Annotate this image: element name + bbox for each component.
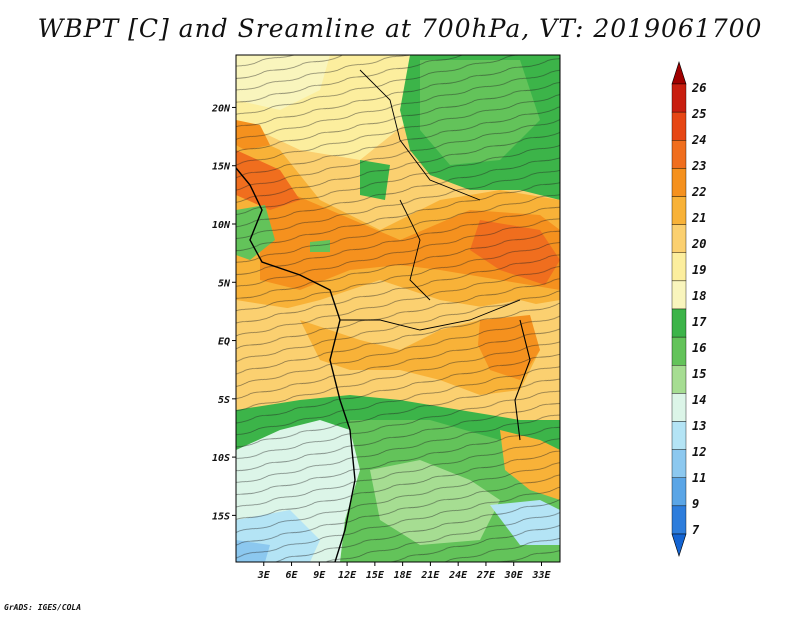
colorbar-bin — [671, 111, 687, 141]
colorbar: 26 25 24 23 22 21 20 19 18 17 16 15 14 13 12 11 9 7 — [671, 61, 707, 557]
grads-credit: GrADS: IGES/COLA — [4, 603, 82, 612]
colorbar-label: 15 — [692, 367, 706, 381]
colorbar-label: 22 — [691, 185, 706, 199]
lon-tick-label: 30E — [504, 570, 524, 581]
colorbar-bin — [671, 196, 687, 225]
colorbar-bin — [671, 224, 687, 253]
colorbar-label: 23 — [691, 159, 706, 173]
lat-tick-label: 10N — [212, 220, 231, 231]
plot-frame — [235, 54, 561, 563]
lat-tick-label: 20N — [211, 103, 231, 114]
colorbar-bin — [671, 83, 687, 113]
lon-tick-label: 27E — [476, 570, 496, 581]
lat-tick-label: 15S — [212, 511, 230, 522]
colorbar-label: 21 — [691, 211, 706, 225]
colorbar-label: 24 — [691, 133, 706, 147]
colorbar-label: 20 — [691, 237, 706, 251]
colorbar-bin — [671, 168, 687, 197]
colorbar-label: 26 — [691, 81, 706, 95]
colorbar-bin — [671, 280, 687, 310]
lat-tick-label: 15N — [212, 162, 231, 173]
lat-tick-label: 5N — [218, 278, 231, 289]
lat-tick-label: 10S — [212, 453, 230, 464]
lon-tick-label: 18E — [394, 570, 413, 581]
colorbar-label: 18 — [692, 289, 706, 303]
colorbar-bin — [671, 252, 687, 282]
colorbar-bin — [671, 505, 687, 535]
colorbar-label: 19 — [692, 263, 706, 277]
lon-tick-label: 9E — [313, 570, 326, 581]
colorbar-label: 7 — [692, 523, 700, 537]
lon-tick-label: 24E — [448, 570, 468, 581]
lon-tick-label: 3E — [257, 570, 271, 581]
colorbar-bin — [671, 421, 687, 450]
colorbar-label: 16 — [692, 341, 706, 355]
colorbar-bin — [671, 336, 687, 366]
colorbar-bin — [671, 308, 687, 338]
colorbar-extend-min — [671, 533, 687, 557]
colorbar-bin — [671, 393, 687, 422]
lon-tick-label: 6E — [286, 570, 299, 581]
colorbar-label: 17 — [692, 315, 707, 329]
colorbar-bin — [671, 365, 687, 394]
lon-tick-label: 12E — [338, 570, 357, 581]
colorbar-label: 14 — [692, 393, 706, 407]
colorbar-bin — [671, 449, 687, 478]
colorbar-label: 13 — [692, 419, 706, 433]
lat-tick-label: 5S — [218, 395, 230, 406]
lon-tick-label: 15E — [366, 570, 385, 581]
map-title: WBPT [C] and Sreamline at 700hPa, VT: 20… — [37, 14, 763, 43]
colorbar-label: 9 — [692, 497, 699, 511]
lon-tick-label: 33E — [531, 570, 551, 581]
lat-tick-label: EQ — [218, 337, 230, 348]
colorbar-bin — [671, 477, 687, 507]
colorbar-bin — [671, 140, 687, 169]
lon-axis: 3E 6E 9E 12E 15E 18E 21E 24E 27E 30E 33E — [257, 562, 551, 581]
colorbar-label: 11 — [692, 471, 706, 485]
lat-axis: 20N 15N 10N 5N EQ 5S 10S 15S — [211, 103, 236, 522]
wbpt-field — [236, 55, 560, 562]
colorbar-label: 12 — [692, 445, 706, 459]
colorbar-label: 25 — [691, 107, 706, 121]
colorbar-extend-max — [671, 61, 687, 85]
lon-tick-label: 21E — [420, 570, 440, 581]
